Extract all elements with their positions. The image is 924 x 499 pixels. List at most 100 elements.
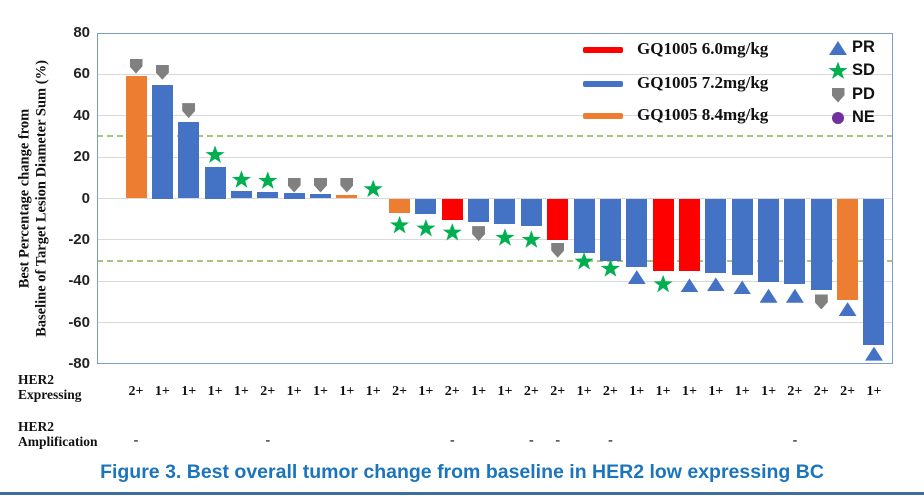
bar-patient-2 — [151, 84, 173, 199]
marker-pr-patient-29 — [864, 346, 883, 361]
her2-expressing-value: 2+ — [813, 384, 829, 399]
marker-sd-patient-21 — [653, 274, 673, 293]
her2-amplification-value: - — [529, 433, 534, 448]
her2-expressing-value: 1+ — [207, 384, 223, 399]
bar-patient-7 — [283, 193, 305, 199]
her2-expressing-value: 1+ — [365, 384, 381, 399]
her2-expressing-value: 1+ — [312, 384, 328, 399]
gridline--40 — [97, 280, 893, 282]
her2-amplification-header-line2: Amplification — [18, 433, 98, 449]
legend-dose-swatch — [583, 47, 623, 53]
marker-sd-patient-10 — [363, 179, 383, 198]
marker-pd-patient-1 — [129, 58, 143, 74]
marker-pd-patient-3 — [182, 103, 196, 119]
marker-pr-patient-25 — [759, 288, 778, 303]
legend-response-label: NE — [852, 108, 875, 126]
legend-dose-label: GQ1005 7.2mg/kg — [637, 73, 769, 92]
bar-patient-20 — [626, 198, 648, 267]
bar-patient-26 — [784, 198, 806, 285]
figure-caption: Figure 3. Best overall tumor change from… — [100, 461, 824, 483]
her2-expressing-value: 2+ — [550, 384, 566, 399]
marker-sd-patient-6 — [258, 171, 278, 189]
bar-patient-5 — [230, 191, 252, 199]
gridline-20 — [97, 156, 893, 158]
her2-expressing-value: 1+ — [708, 384, 724, 399]
marker-pd-patient-9 — [340, 177, 354, 193]
marker-pr-patient-24 — [733, 280, 752, 295]
bar-patient-4 — [204, 167, 226, 199]
marker-pd-patient-27 — [814, 294, 828, 310]
y-tick-label: 0 — [81, 189, 90, 207]
her2-expressing-value: 1+ — [497, 384, 513, 399]
bar-patient-13 — [441, 198, 463, 221]
bar-patient-14 — [468, 198, 490, 223]
her2-expressing-value: 2+ — [787, 384, 803, 399]
bar-patient-15 — [494, 198, 516, 225]
her2-expressing-value: 1+ — [339, 384, 355, 399]
bar-patient-29 — [863, 198, 885, 346]
her2-expressing-header-line1: HER2 — [18, 372, 55, 387]
y-tick-label: -60 — [68, 313, 90, 331]
marker-sd-patient-18 — [574, 252, 594, 270]
her2-expressing-value: 1+ — [629, 384, 645, 399]
marker-sd-patient-4 — [205, 145, 225, 164]
bar-patient-24 — [731, 198, 753, 276]
gridline-40 — [97, 115, 893, 117]
marker-sd-patient-19 — [600, 259, 621, 277]
legend-marker-sd — [828, 61, 848, 79]
bar-patient-28 — [837, 198, 859, 300]
reference-line-30 — [97, 135, 893, 138]
legend-marker-pr — [829, 41, 847, 55]
marker-pr-patient-20 — [627, 270, 646, 285]
her2-expressing-value: 2+ — [523, 384, 539, 399]
her2-amplification-header: HER2 Amplification — [18, 419, 98, 449]
bar-patient-27 — [810, 198, 832, 290]
legend-response-label: SD — [852, 61, 875, 79]
gridline--20 — [97, 239, 893, 241]
y-axis-title-line1: Best Percentage change from — [16, 108, 33, 289]
bar-patient-19 — [599, 198, 621, 261]
bar-patient-23 — [705, 198, 727, 273]
reference-line--30 — [97, 259, 893, 262]
bar-patient-12 — [415, 198, 437, 215]
her2-amplification-value: - — [555, 433, 561, 448]
bar-patient-16 — [520, 198, 542, 227]
bar-patient-6 — [257, 192, 279, 199]
her2-amplification-header-line1: HER2 — [18, 419, 55, 434]
legend-response-label: PD — [852, 85, 875, 103]
her2-expressing-value: 1+ — [866, 384, 882, 399]
her2-expressing-value: 2+ — [260, 384, 276, 399]
marker-pr-patient-26 — [785, 288, 804, 303]
y-tick-label: -20 — [68, 230, 90, 248]
marker-sd-patient-5 — [231, 170, 252, 188]
legend-dose-label: GQ1005 8.4mg/kg — [637, 105, 769, 124]
legend-dose-swatch — [583, 81, 623, 87]
y-tick-label: 80 — [73, 24, 90, 41]
marker-sd-patient-12 — [416, 218, 436, 237]
her2-amplification-value: - — [608, 433, 613, 448]
her2-expressing-value: 1+ — [181, 384, 197, 399]
her2-expressing-value: 1+ — [154, 384, 170, 399]
marker-pd-patient-2 — [155, 64, 169, 80]
her2-expressing-value: 1+ — [761, 384, 777, 399]
legend-response-label: PR — [852, 38, 875, 56]
her2-expressing-value: 1+ — [418, 384, 434, 399]
y-tick-label: 20 — [73, 148, 90, 166]
marker-pd-patient-7 — [287, 177, 301, 193]
bar-patient-21 — [652, 198, 674, 271]
her2-expressing-value: 2+ — [392, 384, 408, 399]
marker-pd-patient-8 — [313, 177, 327, 193]
marker-pd-patient-14 — [472, 226, 486, 242]
bar-patient-8 — [309, 194, 331, 199]
bar-patient-9 — [336, 195, 358, 199]
her2-expressing-header-line2: Expressing — [18, 386, 82, 402]
bar-patient-18 — [573, 198, 595, 254]
her2-amplification-value: - — [265, 433, 271, 448]
legend-marker-ne — [832, 112, 844, 124]
her2-expressing-value: 1+ — [233, 384, 249, 399]
bar-patient-22 — [678, 198, 700, 271]
her2-expressing-value: 1+ — [734, 384, 750, 399]
y-tick-label: -40 — [68, 272, 90, 290]
bar-patient-1 — [125, 76, 147, 199]
